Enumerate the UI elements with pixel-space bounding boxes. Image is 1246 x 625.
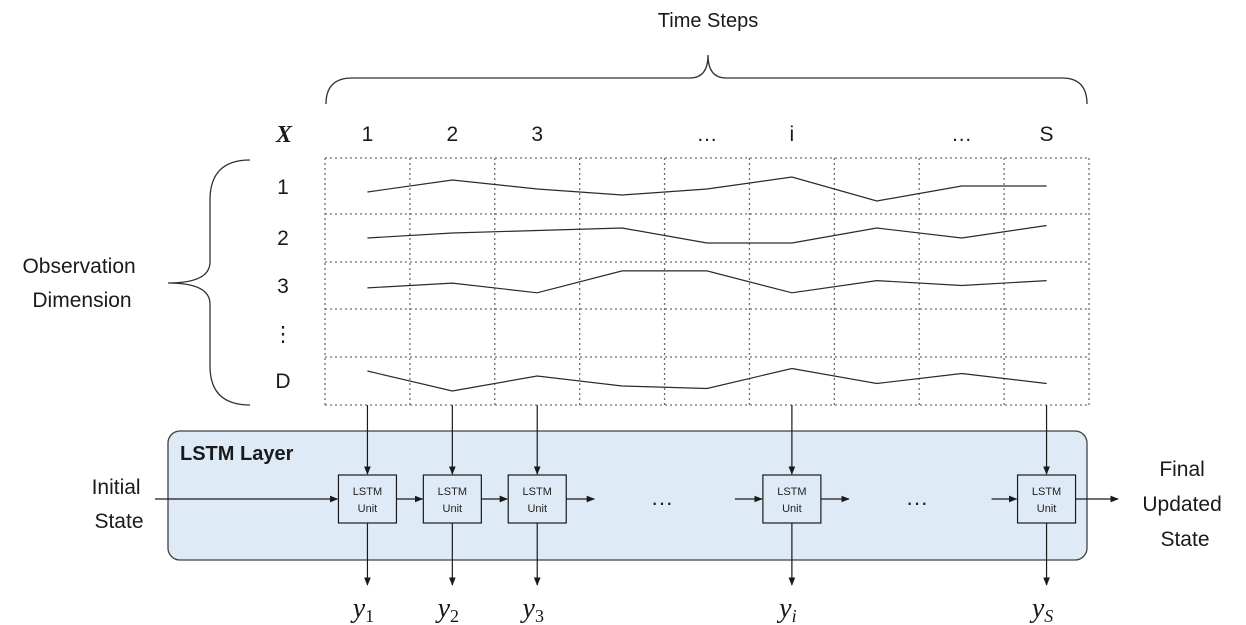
- final-state-label: Final Updated State: [1142, 458, 1227, 551]
- dimension-label: 1: [277, 176, 289, 199]
- output-label: y2: [435, 593, 459, 625]
- lstm-unit-label-line1: LSTM: [777, 486, 806, 498]
- lstm-unit-label-line2: Unit: [1037, 503, 1057, 515]
- time-steps-title: Time Steps: [658, 10, 758, 32]
- series-line: [367, 270, 1047, 294]
- time-step-label: S: [1040, 123, 1054, 146]
- time-step-label: 2: [446, 123, 458, 146]
- series-line: [367, 367, 1047, 392]
- lstm-unit-label-line1: LSTM: [523, 486, 552, 498]
- time-step-label: …: [697, 123, 718, 146]
- lstm-outputs: y1 y2 y3 yi yS: [350, 593, 1054, 625]
- time-step-headers: 1 2 3 … i … S: [362, 123, 1054, 146]
- series-line: [367, 224, 1047, 244]
- lstm-units: LSTM Unit LSTM Unit LSTM Unit LSTM Unit LSTM Unit: [337, 474, 1077, 524]
- output-label: yi: [776, 593, 796, 625]
- observation-grid: [324, 157, 1090, 406]
- final-state-line3: State: [1160, 528, 1209, 551]
- dimension-label: 3: [277, 275, 289, 298]
- lstm-unit: LSTM Unit: [337, 474, 398, 524]
- output-base: y: [435, 593, 451, 624]
- initial-state-line1: Initial: [92, 476, 141, 499]
- series-line: [367, 176, 1047, 202]
- output-base: y: [350, 593, 366, 624]
- dimension-label: 2: [277, 227, 289, 250]
- time-steps-brace: [325, 54, 1088, 105]
- observation-dimension-label: Observation Dimension: [22, 255, 141, 312]
- lstm-unit-label-line2: Unit: [527, 503, 547, 515]
- output-subscript: 2: [450, 606, 459, 625]
- lstm-unit-box: [422, 474, 482, 524]
- lstm-unit-label-line1: LSTM: [353, 486, 382, 498]
- lstm-unit: LSTM Unit: [507, 474, 567, 524]
- lstm-unit-label-line1: LSTM: [438, 486, 467, 498]
- units-ellipsis-left: ···: [651, 490, 673, 515]
- lstm-layer-box: [167, 430, 1088, 561]
- dimension-label: D: [275, 370, 290, 393]
- lstm-unit-label-line2: Unit: [443, 503, 463, 515]
- observation-label-line1: Observation: [22, 255, 135, 278]
- observation-brace: [167, 159, 251, 406]
- dimension-label: ⋮: [273, 323, 294, 346]
- output-base: y: [1029, 593, 1045, 624]
- time-step-label: 3: [531, 123, 543, 146]
- time-step-label: …: [951, 123, 972, 146]
- dimension-labels: 1 2 3 ⋮ D: [273, 176, 294, 393]
- output-subscript: 3: [535, 606, 544, 625]
- final-state-line2: Updated: [1142, 493, 1221, 516]
- lstm-unit: LSTM Unit: [1016, 474, 1077, 524]
- final-state-line1: Final: [1159, 458, 1205, 481]
- output-label: y3: [520, 593, 544, 625]
- output-label: yS: [1029, 593, 1053, 625]
- output-subscript: 1: [365, 606, 374, 625]
- time-step-label: 1: [362, 123, 374, 146]
- lstm-unit-label-line2: Unit: [358, 503, 378, 515]
- lstm-unit-box: [1016, 474, 1077, 524]
- lstm-unit-label-line1: LSTM: [1032, 486, 1061, 498]
- units-ellipsis-right: ···: [906, 490, 928, 515]
- lstm-unit-box: [337, 474, 398, 524]
- lstm-unit: LSTM Unit: [422, 474, 482, 524]
- lstm-unit-box: [507, 474, 567, 524]
- lstm-connections: [155, 405, 1119, 586]
- input-matrix-label: X: [275, 122, 293, 148]
- output-subscript: S: [1044, 606, 1053, 625]
- lstm-unit: LSTM Unit: [762, 474, 822, 524]
- output-subscript: i: [792, 606, 797, 625]
- initial-state-label: Initial State: [92, 476, 147, 533]
- observation-label-line2: Dimension: [32, 289, 131, 312]
- lstm-layer-label: LSTM Layer: [180, 443, 294, 465]
- time-step-label: i: [790, 123, 795, 146]
- initial-state-line2: State: [94, 510, 143, 533]
- time-series-lines: [367, 176, 1047, 392]
- output-label: y1: [350, 593, 374, 625]
- output-base: y: [776, 593, 792, 624]
- output-base: y: [520, 593, 536, 624]
- lstm-unit-box: [762, 474, 822, 524]
- lstm-unit-label-line2: Unit: [782, 503, 802, 515]
